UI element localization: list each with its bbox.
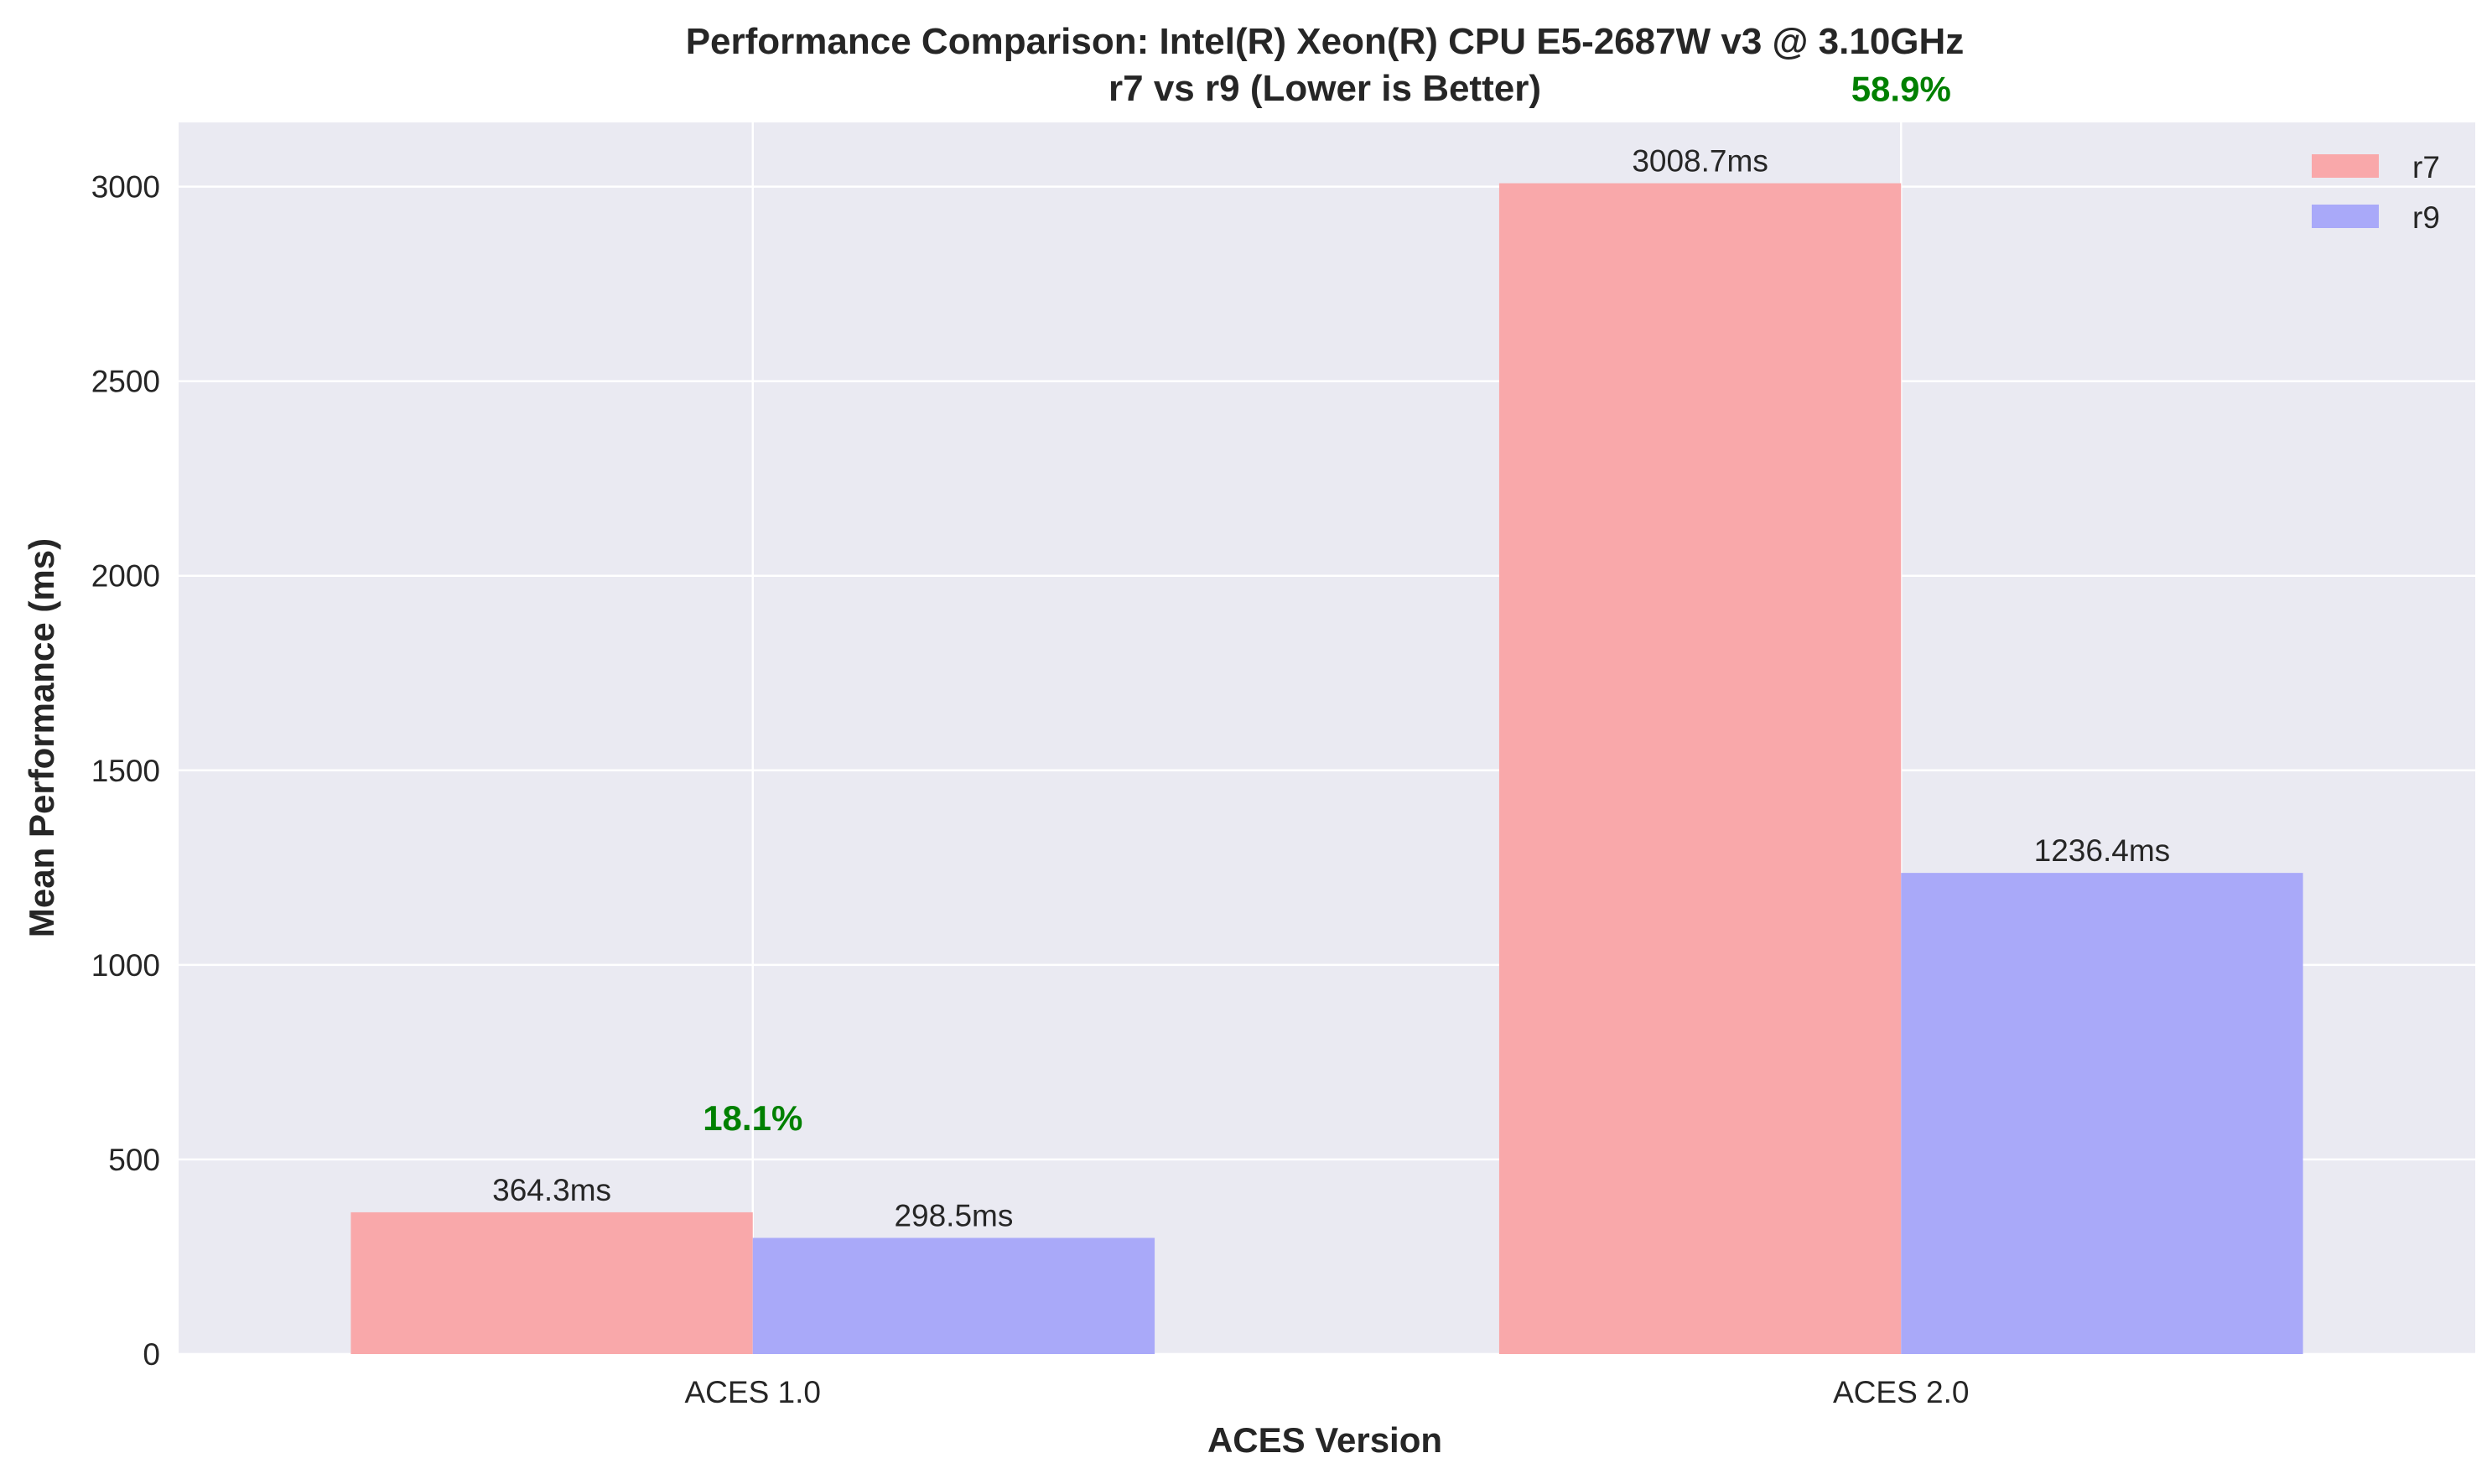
bars (350, 183, 2303, 1354)
y-tick-label: 0 (143, 1337, 160, 1372)
y-tick-label: 500 (108, 1143, 160, 1177)
y-tick-label: 2000 (91, 559, 160, 594)
bar-r9-1 (1901, 873, 2303, 1354)
x-axis-label: ACES Version (1207, 1420, 1442, 1460)
y-axis-label: Mean Performance (ms) (22, 538, 61, 937)
improvement-label: 58.9% (1851, 70, 1951, 109)
bar-r7-0 (350, 1212, 753, 1354)
bar-labels: 364.3ms 3008.7ms 298.5ms 1236.4ms 18.1% 58.9% (492, 70, 2170, 1233)
y-tick-label: 2500 (91, 365, 160, 399)
bar-r9-0 (752, 1238, 1155, 1354)
chart-title: Performance Comparison: Intel(R) Xeon(R)… (686, 21, 1965, 62)
x-tick-label: ACES 1.0 (685, 1375, 821, 1409)
bar-value-label: 364.3ms (492, 1173, 611, 1207)
axis-ticks: 0 500 1000 1500 2000 2500 3000 ACES 1.0 ACES 2.0 (91, 170, 1970, 1409)
x-tick-label: ACES 2.0 (1833, 1375, 1969, 1409)
legend-swatch-r7 (2312, 154, 2379, 178)
bar-value-label: 3008.7ms (1632, 144, 1768, 179)
improvement-label: 18.1% (703, 1098, 802, 1138)
bar-value-label: 298.5ms (894, 1198, 1013, 1232)
y-tick-label: 1500 (91, 754, 160, 788)
bar-value-label: 1236.4ms (2034, 833, 2171, 868)
bar-r7-1 (1498, 183, 1902, 1354)
chart-subtitle: r7 vs r9 (Lower is Better) (1108, 68, 1541, 109)
legend-swatch-r9 (2312, 205, 2379, 228)
y-tick-label: 1000 (91, 948, 160, 983)
legend-label-r9: r9 (2412, 200, 2440, 235)
legend-label-r7: r7 (2412, 150, 2440, 184)
y-tick-label: 3000 (91, 170, 160, 205)
